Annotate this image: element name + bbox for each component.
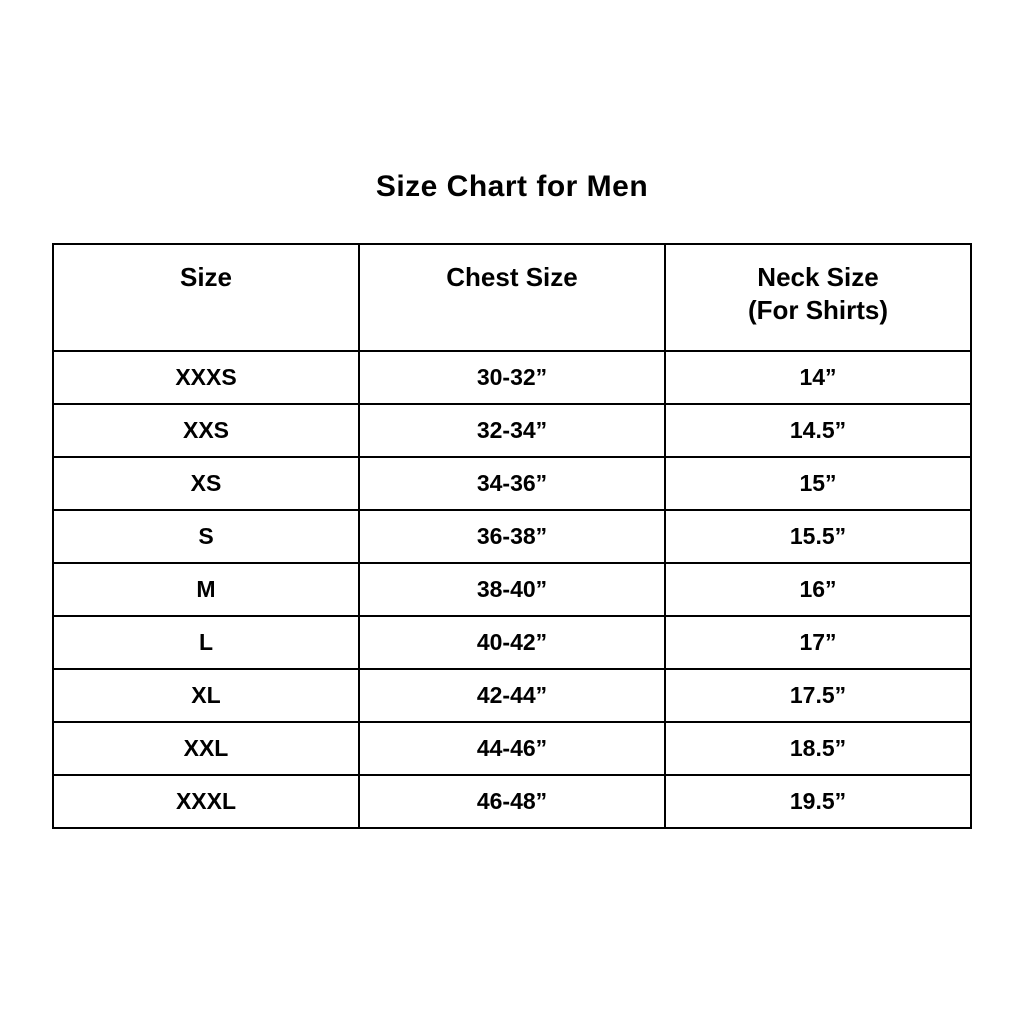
size-cell: S	[52, 509, 360, 564]
chest-cell: 30-32”	[358, 350, 666, 405]
neck-cell: 14”	[664, 350, 972, 405]
size-cell: XXXL	[52, 774, 360, 829]
chest-cell: 38-40”	[358, 562, 666, 617]
page-title: Size Chart for Men	[375, 170, 649, 203]
size-table-body: XXXS 30-32” 14” XXS 32-34” 14.5” XS 34-36” 15” S 3…	[52, 350, 972, 829]
column-header-neck-size: Neck Size (For Shirts)	[664, 243, 972, 352]
table-row: XXS 32-34” 14.5”	[52, 403, 972, 458]
size-cell: XXXS	[52, 350, 360, 405]
size-cell: XL	[52, 668, 360, 723]
neck-cell: 15”	[664, 456, 972, 511]
table-row: XXL 44-46” 18.5”	[52, 721, 972, 776]
column-header-label: Chest Size	[446, 262, 578, 292]
table-row: XL 42-44” 17.5”	[52, 668, 972, 723]
header-row: Size Chest Size Neck Size (For Shirts)	[52, 243, 972, 352]
chest-cell: 36-38”	[358, 509, 666, 564]
neck-cell: 19.5”	[664, 774, 972, 829]
size-cell: L	[52, 615, 360, 670]
chest-cell: 34-36”	[358, 456, 666, 511]
chest-cell: 32-34”	[358, 403, 666, 458]
table-row: L 40-42” 17”	[52, 615, 972, 670]
size-cell: M	[52, 562, 360, 617]
column-header-size: Size	[52, 243, 360, 352]
table-row: XXXS 30-32” 14”	[52, 350, 972, 405]
neck-cell: 15.5”	[664, 509, 972, 564]
column-header-chest-size: Chest Size	[358, 243, 666, 352]
size-cell: XXS	[52, 403, 360, 458]
table-row: M 38-40” 16”	[52, 562, 972, 617]
neck-cell: 18.5”	[664, 721, 972, 776]
neck-cell: 17.5”	[664, 668, 972, 723]
neck-cell: 16”	[664, 562, 972, 617]
chest-cell: 42-44”	[358, 668, 666, 723]
neck-cell: 14.5”	[664, 403, 972, 458]
chest-cell: 40-42”	[358, 615, 666, 670]
column-header-label: Neck Size	[757, 262, 879, 292]
chest-cell: 44-46”	[358, 721, 666, 776]
table-row: XS 34-36” 15”	[52, 456, 972, 511]
table-row: XXXL 46-48” 19.5”	[52, 774, 972, 829]
chest-cell: 46-48”	[358, 774, 666, 829]
column-header-label: Size	[179, 262, 233, 292]
size-cell: XS	[52, 456, 360, 511]
neck-cell: 17”	[664, 615, 972, 670]
table-row: S 36-38” 15.5”	[52, 509, 972, 564]
column-header-subline: (For Shirts)	[747, 294, 889, 325]
size-chart-table-head: Size Chest Size Neck Size (For Shirts)	[52, 243, 972, 352]
size-chart-table: Size Chest Size Neck Size (For Shirts) XXXS…	[52, 243, 972, 829]
size-cell: XXL	[52, 721, 360, 776]
